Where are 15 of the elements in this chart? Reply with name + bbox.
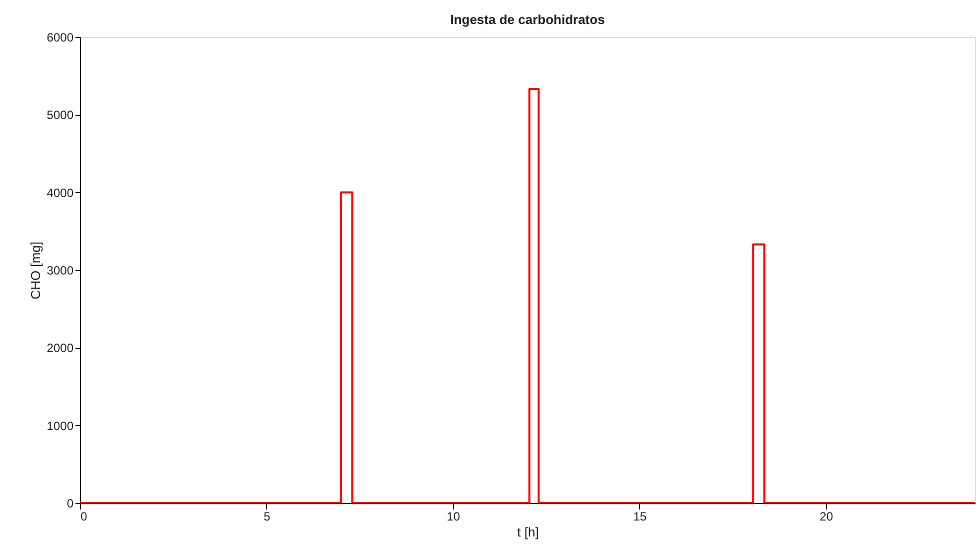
y-tick-label: 6000 — [46, 30, 74, 44]
x-tick-label: 20 — [820, 510, 834, 524]
x-tick-label: 10 — [446, 510, 460, 524]
x-tick-label: 15 — [633, 510, 647, 524]
y-tick-label: 3000 — [46, 264, 74, 278]
y-tick-label: 0 — [66, 496, 74, 510]
x-axis-title: t [h] — [517, 524, 539, 540]
y-axis-title: CHO [mg] — [28, 242, 43, 300]
chart-title: Ingesta de carbohidratos — [450, 12, 605, 27]
y-tick-label: 4000 — [46, 186, 74, 200]
x-tick-label: 5 — [264, 510, 271, 524]
y-tick-label: 2000 — [46, 341, 74, 356]
y-tick-label: 5000 — [46, 108, 74, 122]
y-tick-label: 1000 — [46, 418, 74, 433]
x-tick-label: 0 — [80, 510, 88, 524]
